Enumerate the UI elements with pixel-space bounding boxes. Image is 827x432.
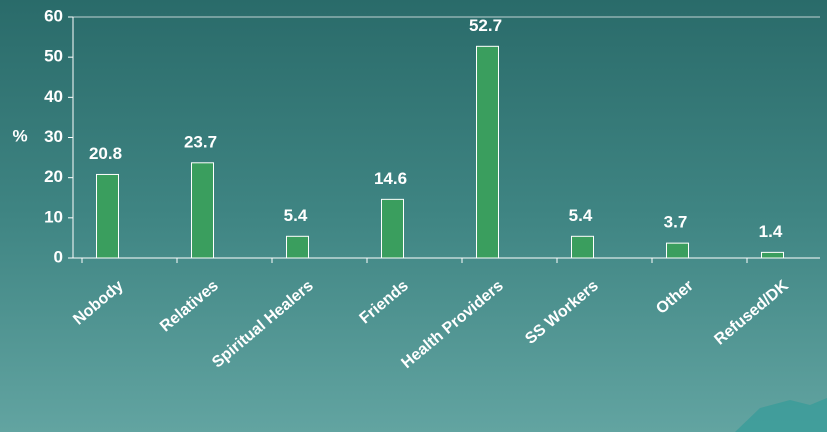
data-label: 52.7	[469, 16, 502, 35]
bar	[382, 199, 404, 258]
bar	[97, 174, 119, 258]
data-label: 20.8	[89, 144, 122, 163]
bar	[192, 163, 214, 258]
bar	[667, 243, 689, 258]
y-tick-label: 50	[44, 47, 63, 66]
bar	[287, 236, 309, 258]
y-tick-label: 10	[44, 207, 63, 226]
chart: % 010203040506020.8Nobody23.7Relatives5.…	[0, 0, 827, 432]
bar	[762, 252, 784, 258]
data-label: 1.4	[759, 222, 783, 241]
y-tick-label: 60	[44, 6, 63, 25]
data-label: 3.7	[664, 213, 688, 232]
data-label: 23.7	[184, 132, 217, 151]
y-tick-label: 0	[54, 247, 63, 266]
data-label: 5.4	[284, 206, 308, 225]
bar	[477, 46, 499, 258]
y-tick-label: 30	[44, 127, 63, 146]
y-axis-label: %	[12, 126, 27, 145]
bar	[572, 236, 594, 258]
data-label: 5.4	[569, 206, 593, 225]
y-tick-label: 40	[44, 87, 63, 106]
y-tick-label: 20	[44, 167, 63, 186]
data-label: 14.6	[374, 169, 407, 188]
